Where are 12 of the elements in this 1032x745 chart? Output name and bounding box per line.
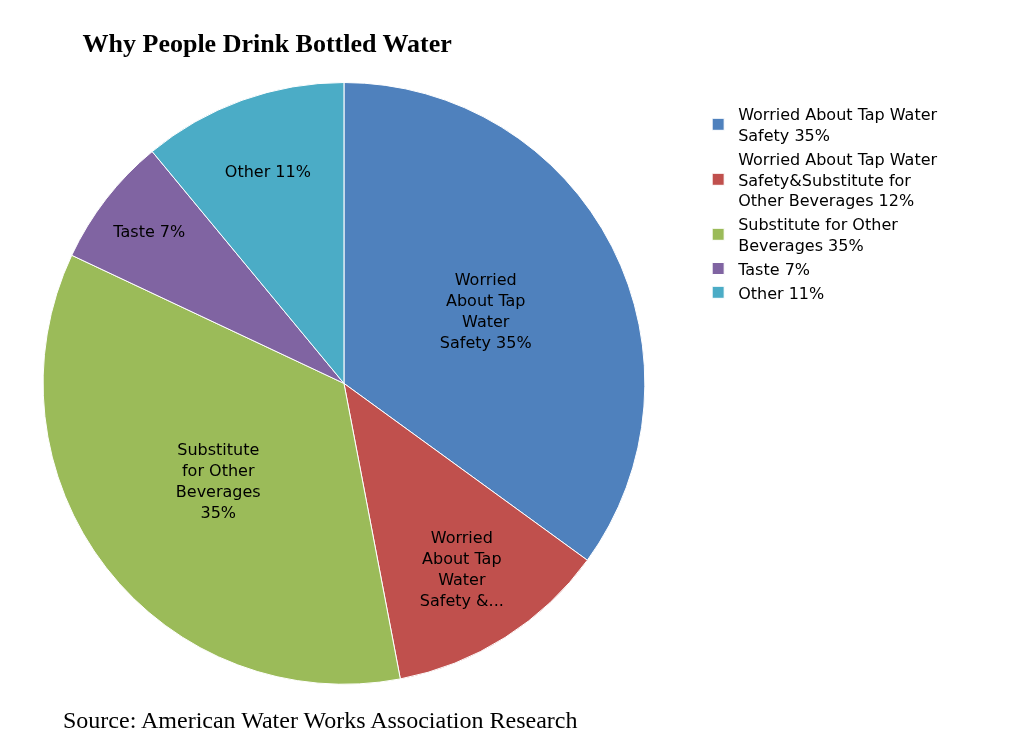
chart-title: Why People Drink Bottled Water bbox=[82, 28, 452, 58]
data-label: Taste 7% bbox=[112, 222, 186, 242]
legend-label: Worried About Tap Water Safety&Substitute for Other Beverages 12% bbox=[738, 149, 938, 211]
data-label: Worried About Tap Water Safety &... bbox=[419, 528, 504, 610]
data-label: Substitute for Other Beverages 35% bbox=[175, 440, 261, 522]
source-note: Source: American Water Works Association Research bbox=[63, 707, 578, 733]
legend-label: Taste 7% bbox=[737, 259, 811, 279]
legend-label: Other 11% bbox=[738, 283, 825, 303]
data-label: Worried About Tap Water Safety 35% bbox=[439, 270, 532, 352]
legend-label: Substitute for Other Beverages 35% bbox=[738, 215, 899, 255]
legend-label: Worried About Tap Water Safety 35% bbox=[738, 105, 938, 145]
data-label: Other 11% bbox=[224, 162, 311, 182]
